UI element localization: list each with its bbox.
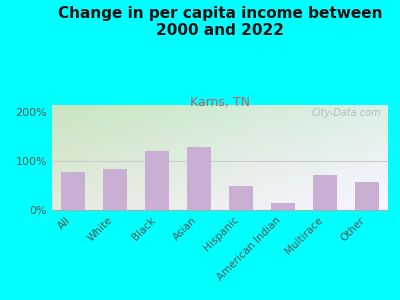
Bar [230, 186, 252, 210]
Bar [314, 175, 336, 210]
Text: Change in per capita income between
2000 and 2022: Change in per capita income between 2000… [58, 6, 382, 38]
Text: City-Data.com: City-Data.com [312, 108, 381, 118]
Text: Karns, TN: Karns, TN [190, 96, 250, 109]
Bar [356, 182, 378, 210]
Bar [188, 148, 210, 210]
Bar [272, 203, 294, 210]
Bar [62, 172, 84, 210]
Bar [146, 152, 168, 210]
Bar [104, 169, 126, 210]
